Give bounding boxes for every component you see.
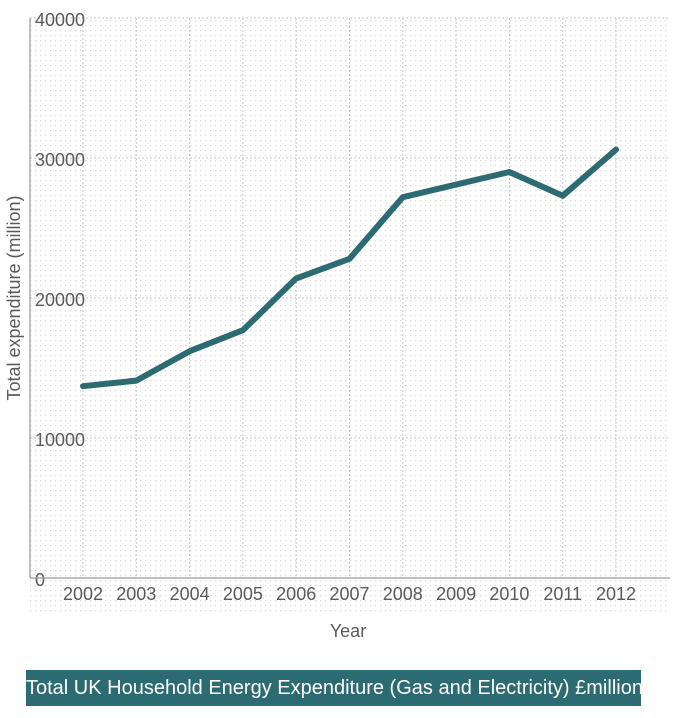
x-tick-label: 2007 [329, 584, 369, 604]
x-tick-label: 2008 [383, 584, 423, 604]
x-tick-label: 2006 [276, 584, 316, 604]
gridlines [30, 17, 670, 578]
y-tick-label: 20000 [35, 290, 85, 310]
x-tick-label: 2005 [223, 584, 263, 604]
y-tick-label: 10000 [35, 430, 85, 450]
series-line [80, 146, 619, 390]
x-tick-label: 2009 [436, 584, 476, 604]
x-tick-label: 2003 [116, 584, 156, 604]
chart-title: Total UK Household Energy Expenditure (G… [26, 670, 643, 706]
x-tick-label: 2002 [63, 584, 103, 604]
y-tick-label: 30000 [35, 150, 85, 170]
x-tick-label: 2004 [170, 584, 210, 604]
y-tick-label: 40000 [35, 10, 85, 30]
y-axis-ticks: 0 10000 20000 30000 40000 [35, 10, 85, 590]
y-tick-label: 0 [35, 570, 45, 590]
x-tick-label: 2012 [596, 584, 636, 604]
x-axis-title: Year [330, 621, 366, 641]
x-tick-label: 2010 [489, 584, 529, 604]
x-tick-label: 2011 [543, 584, 582, 604]
x-axis-ticks: 2002 2003 2004 2005 2006 2007 2008 2009 2010 2011… [63, 584, 636, 604]
y-axis-title: Total expenditure (million) [4, 195, 24, 400]
